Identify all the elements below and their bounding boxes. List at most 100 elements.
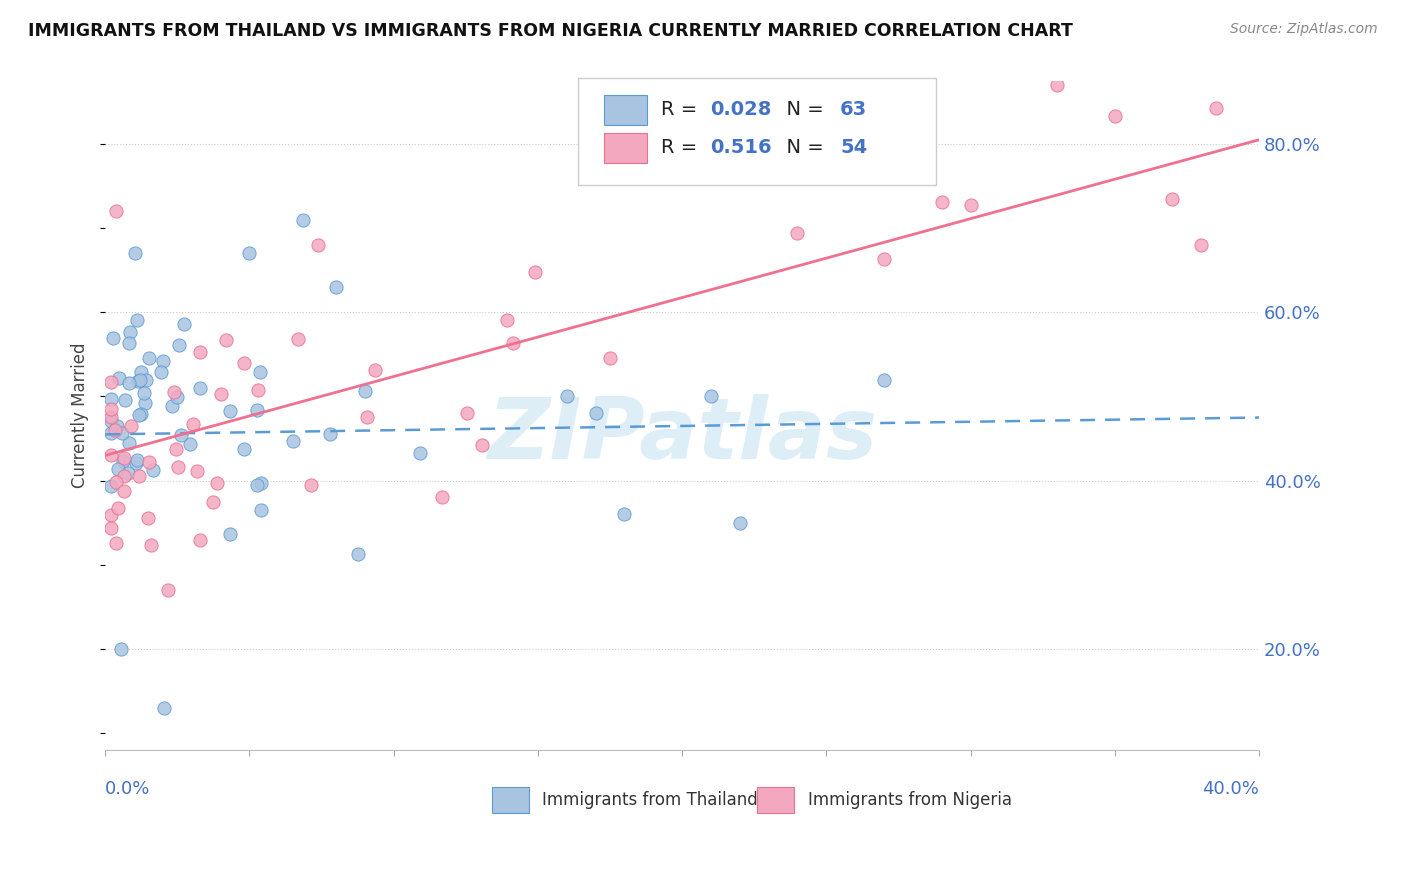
Point (100, 521, 122, 535)
Point (152, 354, 174, 368)
Point (165, 442, 187, 456)
Point (246, 478, 269, 492)
Point (873, 373, 896, 387)
Point (456, 406, 478, 420)
Bar (492, 788, 529, 813)
Point (170, 427, 193, 442)
Point (301, 478, 323, 492)
Point (111, 454, 134, 468)
Text: 40.0%: 40.0% (1202, 780, 1258, 798)
Point (132, 385, 155, 400)
Bar (756, 788, 794, 813)
Point (107, 371, 129, 385)
Point (249, 365, 271, 379)
Point (599, 351, 621, 365)
Text: IMMIGRANTS FROM THAILAND VS IMMIGRANTS FROM NIGERIA CURRENTLY MARRIED CORRELATIO: IMMIGRANTS FROM THAILAND VS IMMIGRANTS F… (28, 22, 1073, 40)
Point (127, 374, 149, 388)
Point (186, 464, 208, 478)
Point (173, 317, 195, 331)
Point (166, 390, 188, 404)
Point (873, 252, 896, 266)
Point (555, 390, 578, 404)
Point (128, 408, 150, 422)
Point (110, 642, 132, 657)
Point (124, 246, 146, 260)
Point (129, 407, 152, 421)
Point (112, 451, 135, 466)
Point (215, 334, 238, 348)
Point (103, 423, 125, 437)
Point (181, 417, 204, 431)
Point (107, 462, 129, 476)
Text: N =: N = (775, 100, 831, 120)
Point (728, 516, 751, 530)
Point (120, 325, 142, 339)
Point (247, 383, 270, 397)
Text: 54: 54 (841, 138, 868, 157)
Point (232, 356, 254, 370)
Point (190, 533, 212, 547)
Point (307, 238, 329, 252)
Point (188, 381, 211, 395)
Point (134, 395, 156, 409)
Point (496, 312, 519, 326)
Point (160, 399, 183, 413)
Point (118, 436, 141, 450)
Point (1189, 237, 1212, 252)
Point (700, 390, 723, 404)
Point (138, 455, 160, 469)
Point (112, 469, 135, 483)
Point (104, 536, 127, 550)
Point (125, 456, 148, 470)
Point (201, 495, 224, 509)
Point (292, 212, 315, 227)
Point (100, 414, 122, 428)
Point (136, 510, 159, 524)
Point (786, 226, 808, 240)
Point (128, 469, 150, 483)
Point (100, 410, 122, 425)
Point (1161, 192, 1184, 206)
Text: R =: R = (661, 138, 704, 157)
Point (100, 479, 122, 493)
Point (931, 194, 953, 209)
Point (959, 198, 981, 212)
Point (104, 475, 127, 489)
Point (325, 280, 347, 294)
Point (100, 375, 122, 389)
Point (100, 401, 122, 416)
Point (104, 204, 127, 219)
Point (157, 583, 180, 598)
Point (471, 438, 494, 452)
Point (218, 526, 240, 541)
Y-axis label: Currently Married: Currently Married (72, 343, 89, 488)
Point (167, 460, 190, 475)
Text: 63: 63 (841, 100, 868, 120)
Text: ZIPatlas: ZIPatlas (486, 394, 877, 477)
Text: R =: R = (661, 100, 704, 120)
Text: Source: ZipAtlas.com: Source: ZipAtlas.com (1230, 22, 1378, 37)
Point (250, 475, 273, 490)
Point (120, 419, 142, 434)
Point (502, 335, 524, 350)
Point (105, 419, 128, 434)
Point (141, 538, 163, 552)
Point (1104, 109, 1126, 123)
Bar (603, 95, 648, 125)
Text: 0.028: 0.028 (710, 100, 770, 120)
Point (363, 363, 385, 377)
Point (287, 332, 309, 346)
Point (111, 425, 134, 440)
Point (179, 437, 201, 451)
Point (169, 338, 191, 352)
Point (163, 385, 186, 400)
Point (1046, 78, 1069, 92)
Point (409, 446, 432, 460)
FancyBboxPatch shape (578, 78, 936, 185)
Point (1205, 101, 1227, 115)
Point (209, 387, 232, 401)
Point (347, 547, 370, 561)
Point (142, 463, 165, 477)
Point (613, 508, 636, 522)
Text: Immigrants from Thailand: Immigrants from Thailand (543, 791, 758, 809)
